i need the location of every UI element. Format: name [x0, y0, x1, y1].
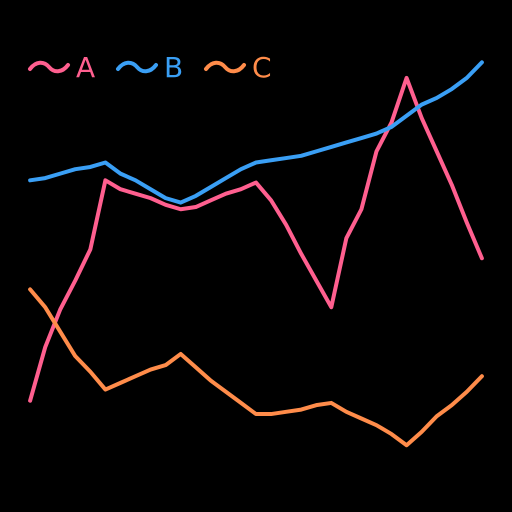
legend-swatch-a	[28, 60, 70, 74]
legend: A B C	[28, 51, 272, 84]
series-line-c	[28, 287, 484, 448]
series-line-b	[28, 60, 484, 205]
series-layer	[28, 60, 484, 448]
legend-swatch-c	[204, 60, 246, 74]
legend-label-a: A	[76, 51, 95, 84]
legend-item-c: C	[204, 51, 272, 84]
legend-label-c: C	[252, 51, 272, 84]
legend-label-b: B	[164, 51, 183, 84]
series-line-a	[28, 75, 484, 403]
legend-swatch-b	[116, 60, 158, 74]
legend-item-b: B	[116, 51, 183, 84]
legend-item-a: A	[28, 51, 95, 84]
